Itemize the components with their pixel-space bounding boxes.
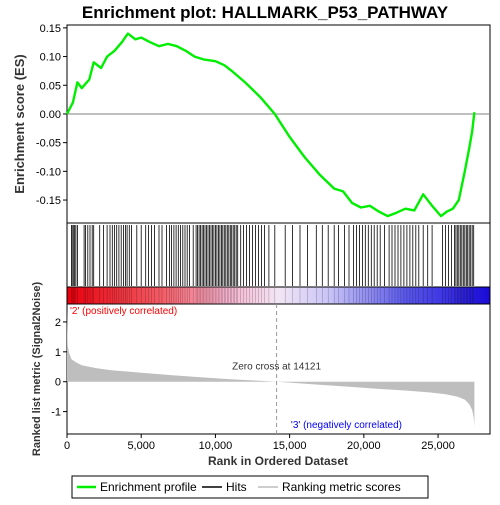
legend-entry-hits: Hits (226, 480, 247, 494)
x-tick-label: 20,000 (347, 440, 381, 452)
metric-x-ticks: 0 5,000 10,000 15,000 20,000 25,000 (64, 434, 455, 452)
es-y-tick-label: 0.00 (40, 109, 61, 121)
enrichment-profile-line (65, 32, 476, 218)
hit-lines (71, 225, 475, 286)
es-y-tick-label: -0.15 (36, 195, 61, 207)
es-panel-frame (66, 24, 491, 224)
es-y-tick-label: 0.10 (40, 52, 61, 64)
legend-entry-ranking-metric-scores: Ranking metric scores (282, 480, 401, 494)
es-y-tick-label: -0.05 (36, 138, 61, 150)
legend-entry-enrichment-profile: Enrichment profile (100, 480, 197, 494)
metric-y-tick-label: -1 (51, 407, 61, 419)
x-axis-label: Rank in Ordered Dataset (208, 454, 348, 468)
x-tick-label: 15,000 (273, 440, 307, 452)
rank-bar-hit-lines (71, 288, 474, 303)
legend-frame (71, 475, 429, 499)
hits-panel-frame (66, 222, 491, 288)
es-y-tick-label: 0.15 (40, 23, 61, 35)
metric-y-tick-label: 0 (55, 377, 61, 389)
metric-y-tick-label: 1 (55, 347, 61, 359)
legend: Enrichment profile Hits Ranking metric s… (71, 475, 429, 499)
negative-correlation-label: '3' (negatively correlated) (291, 420, 402, 431)
enrichment-score-panel: -0.15 -0.10 -0.05 0.00 0.05 0.10 0.15 Enrichme… (12, 23, 491, 224)
metric-y-axis-label: Ranked list metric (Signal2Noise) (31, 282, 43, 457)
zero-cross-label: Zero cross at 14121 (232, 362, 321, 373)
x-tick-label: 0 (64, 440, 70, 452)
metric-y-ticks: -1 0 1 2 (51, 317, 67, 419)
x-tick-label: 5,000 (127, 440, 155, 452)
rank-color-bar (66, 286, 491, 305)
ranking-metric-panel: Zero cross at 14121 '2' (positively corr… (31, 282, 491, 468)
es-y-axis-label: Enrichment score (ES) (12, 54, 27, 193)
x-tick-label: 10,000 (199, 440, 233, 452)
x-tick-label: 25,000 (421, 440, 455, 452)
metric-y-tick-label: 2 (55, 317, 61, 329)
hits-panel (66, 222, 491, 288)
positive-correlation-label: '2' (positively correlated) (70, 306, 177, 317)
es-y-tick-label: 0.05 (40, 80, 61, 92)
chart-title: Enrichment plot: HALLMARK_P53_PATHWAY (82, 3, 449, 22)
es-y-ticks: -0.15 -0.10 -0.05 0.00 0.05 0.10 0.15 (36, 23, 67, 207)
es-y-tick-label: -0.10 (36, 166, 61, 178)
metric-panel-frame (66, 303, 491, 435)
